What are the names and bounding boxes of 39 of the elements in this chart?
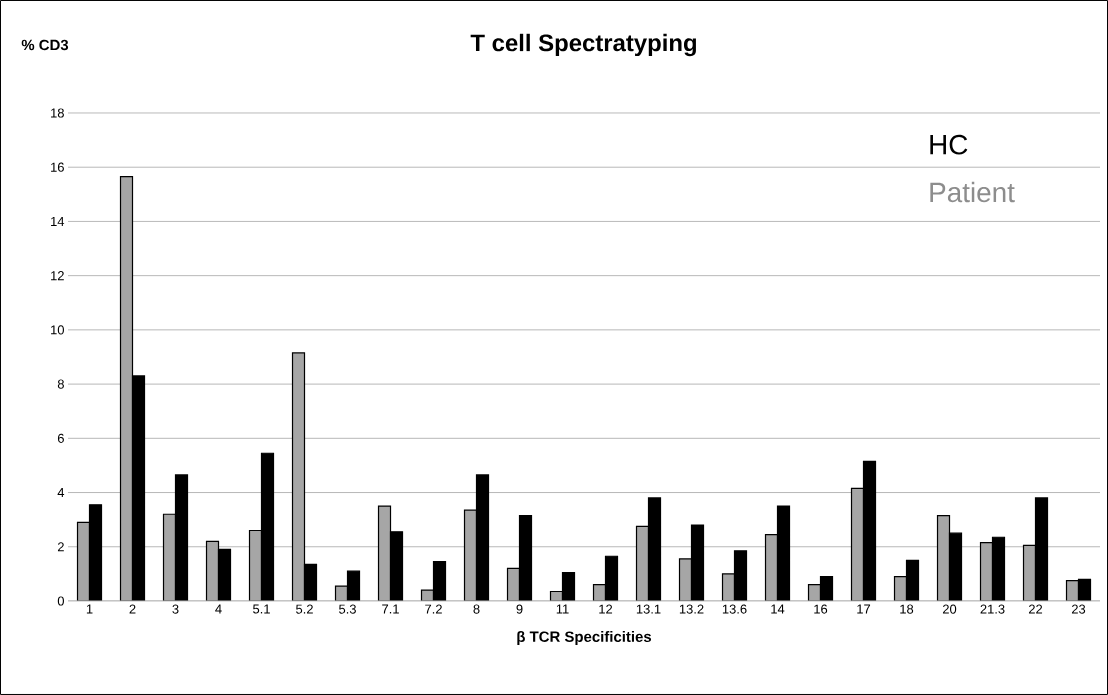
x-tick-label: 13.1 <box>636 604 661 614</box>
text: HC <box>930 134 968 155</box>
x-tick-label: 21.3 <box>980 604 1005 614</box>
x-tick-label: 16 <box>814 604 828 614</box>
x-tick-label: 23 <box>1071 604 1086 614</box>
chart-title: T cell Spectratyping <box>470 33 696 57</box>
x-tick-label: 11 <box>556 604 569 614</box>
y-tick-label: 0 <box>57 596 64 606</box>
x-tick-label: 14 <box>771 604 785 614</box>
x-tick-label: 22 <box>1028 604 1043 614</box>
x-tick-label: 13.2 <box>679 604 704 614</box>
x-axis-title: β TCR Specificities <box>517 631 652 645</box>
y-tick-label: 14 <box>51 216 65 226</box>
x-tick-label: 17 <box>857 604 871 614</box>
x-tick-label: 7.2 <box>425 604 442 614</box>
y-tick-label: 2 <box>57 542 64 552</box>
y-axis-title: % CD3 <box>21 39 69 51</box>
x-tick-label: 13.6 <box>722 604 747 614</box>
x-tick-label: 4 <box>215 604 222 614</box>
x-tick-label: 3 <box>172 604 179 614</box>
y-tick-label: 8 <box>57 379 64 389</box>
x-tick-label: 20 <box>942 604 957 614</box>
x-tick-label: 2 <box>129 604 136 614</box>
x-tick-label: 5.3 <box>339 604 356 614</box>
y-tick-label: 6 <box>57 433 64 443</box>
x-tick-label: 5.2 <box>296 604 313 614</box>
y-tick-label: 18 <box>51 108 64 118</box>
y-tick-label: 12 <box>51 271 64 281</box>
x-tick-label: 18 <box>900 604 914 614</box>
x-tick-label: 9 <box>516 604 523 614</box>
y-tick-label: 10 <box>51 325 64 335</box>
x-tick-label: 12 <box>599 604 613 614</box>
x-tick-label: 7.1 <box>382 604 399 614</box>
text: Patient <box>930 181 1015 203</box>
y-tick-label: 4 <box>57 488 65 497</box>
x-tick-label: 5.1 <box>253 604 270 614</box>
y-tick-label: 16 <box>51 162 64 172</box>
x-tick-label: 8 <box>473 604 480 614</box>
x-tick-label: 1 <box>86 604 93 614</box>
